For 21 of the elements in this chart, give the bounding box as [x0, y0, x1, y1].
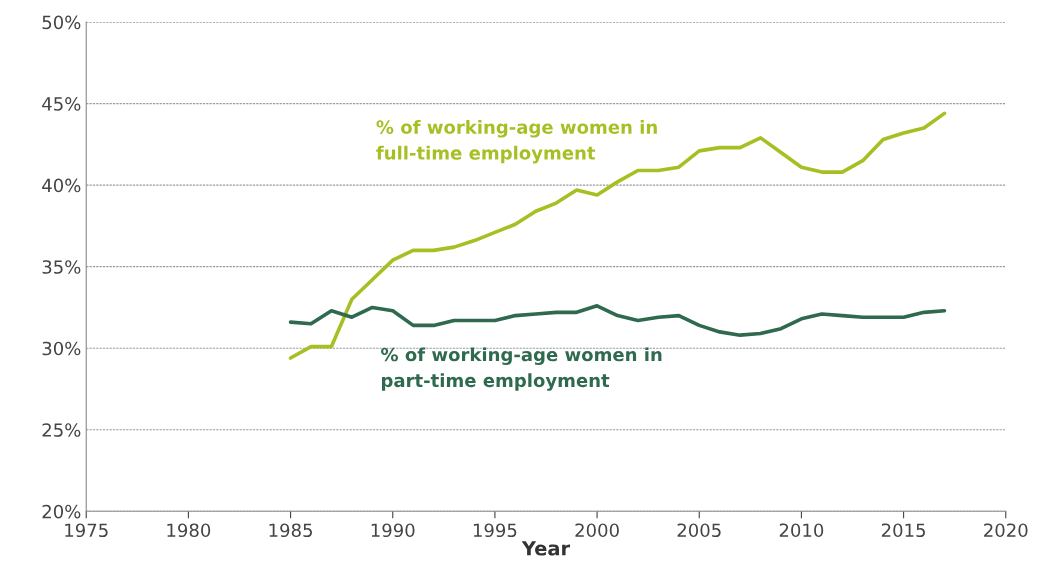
y-tick-label: 20% — [42, 504, 81, 519]
y-tick-label: 40% — [42, 178, 81, 193]
line-series — [288, 304, 947, 337]
x-tick-label: 1980 — [167, 523, 211, 538]
x-tick-label: 2020 — [984, 523, 1028, 538]
y-tick-label: 25% — [42, 423, 81, 437]
y-tick-label: 30% — [42, 341, 81, 356]
x-tick-label: 2005 — [677, 523, 721, 538]
y-tick-label: 45% — [42, 97, 81, 111]
series-label: % of working-age women in full-time employment — [376, 119, 657, 164]
x-tick-label: 1975 — [65, 523, 108, 538]
x-tick-label: 2010 — [779, 523, 824, 538]
x-tick-label: 1995 — [473, 523, 517, 538]
y-tick-label: 35% — [42, 260, 81, 274]
x-tick-label: 2015 — [881, 523, 925, 538]
y-tick-label: 50% — [42, 15, 81, 30]
x-axis-title: Year — [521, 541, 571, 556]
series-label: % of working-age women in part-time employment — [381, 347, 662, 391]
x-tick-label: 1985 — [269, 523, 312, 538]
x-tick-label: 2000 — [575, 523, 619, 538]
x-tick-label: 1990 — [371, 523, 415, 538]
